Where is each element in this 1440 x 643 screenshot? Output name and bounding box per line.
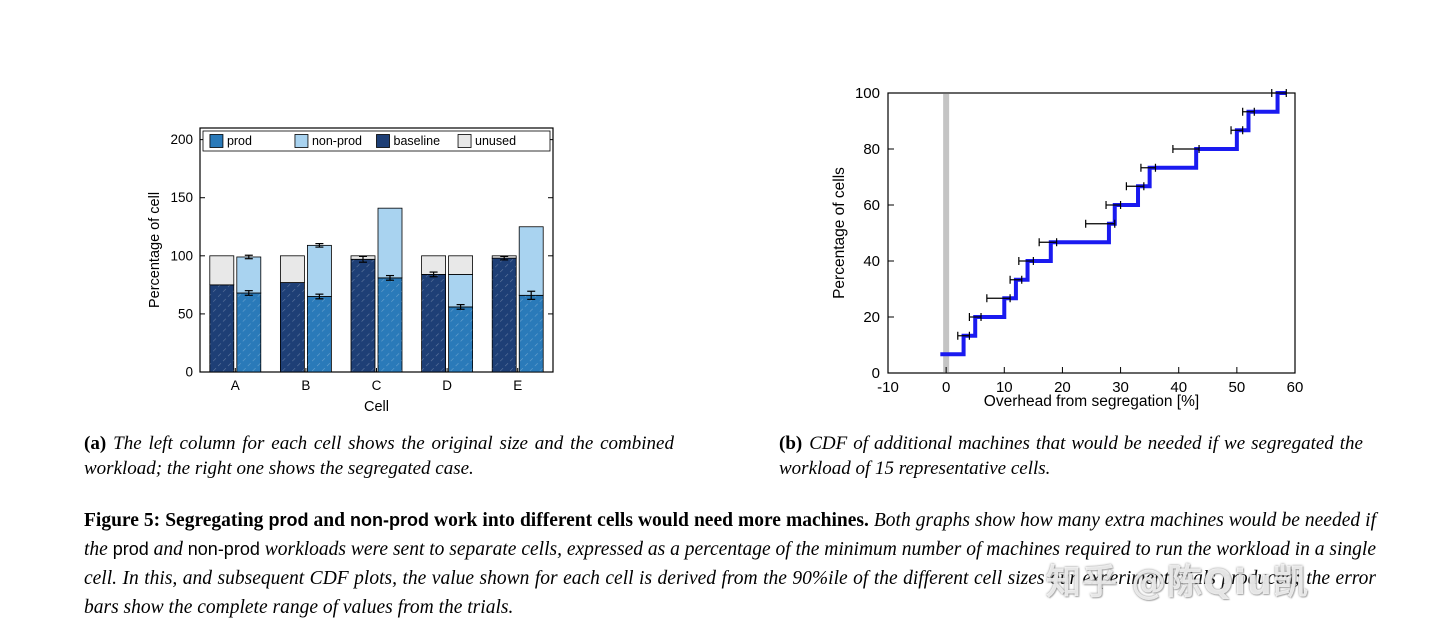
caption-segment: prod [112,539,149,559]
y-tick-label: 200 [170,132,193,147]
y-tick-label: 150 [170,190,193,205]
bar-segment-non-prod [236,256,262,294]
cdf-x-axis-label: Overhead from segregation [%] [984,393,1199,410]
cdf-plot-frame [887,92,1296,374]
x-tick-label: 50 [1229,379,1246,396]
legend-swatch-unused [457,134,472,148]
x-tick-label: C [372,378,382,393]
y-tick-label: 0 [872,365,880,382]
x-tick-label: -10 [877,379,899,396]
bar-hatch [307,296,332,372]
y-tick-label: 20 [863,309,880,326]
bar-segment-non-prod [518,226,544,296]
bar-segment-non-prod [448,273,474,308]
bar-hatch [421,274,446,372]
y-tick-label: 50 [178,306,193,321]
x-tick-label: A [231,378,240,393]
bar-segment-unused [209,255,235,286]
legend-swatch-prod [209,134,224,148]
legend-label: prod [227,134,252,148]
x-tick-label: 30 [1112,379,1129,396]
caption-segment: Figure 5: Segregating [84,510,269,531]
x-tick-label: 10 [996,379,1013,396]
subcaption-b: (b) CDF of additional machines that would… [779,432,1363,481]
bar-y-axis-label: Percentage of cell [147,192,163,308]
caption-segment: and [308,510,350,531]
caption-segment: prod [268,510,309,530]
bar-hatch [209,284,234,372]
legend-label: non-prod [312,134,362,148]
bar-hatch [378,277,402,372]
bar-hatch [519,295,544,372]
bar-segment-non-prod [306,244,332,297]
bar-hatch [280,282,305,372]
x-tick-label: 60 [1287,379,1304,396]
subcaption-a-label: (a) [84,433,107,454]
y-tick-label: 0 [185,365,193,380]
bar-x-axis-label: Cell [364,399,389,415]
y-tick-label: 100 [170,248,193,263]
caption-segment: Both graphs show how many extra machines… [84,510,1376,560]
caption-segment: and [148,539,188,560]
x-tick-label: 20 [1054,379,1071,396]
subcaption-b-text: CDF of additional machines that would be… [779,433,1363,479]
x-tick-label: B [301,378,310,393]
y-tick-label: 40 [863,253,880,270]
caption-segment: workloads were sent to separate cells, e… [84,539,1377,618]
y-tick-label: 60 [863,197,880,214]
caption-segment: non-prod [350,510,429,530]
bar-hatch [236,292,261,372]
legend-label: baseline [394,134,441,148]
figure-caption: Figure 5: Segregating prod and non-prod … [84,506,1376,622]
x-tick-label: 0 [942,379,950,396]
legend-swatch-baseline [376,134,390,148]
legend-label: unused [475,134,516,148]
y-tick-label: 100 [855,85,880,102]
legend-swatch-non-prod [294,134,309,148]
caption-segment: non-prod [187,539,260,559]
x-tick-label: 40 [1170,379,1187,396]
x-tick-label: E [513,378,522,393]
segregation-bar-chart: A B C D E 0 50 100 150 200 prod non-prod baseline unu… [147,127,554,415]
y-tick-label: 80 [863,141,880,158]
bar-segment-non-prod [377,207,403,279]
bar-hatch [492,258,517,372]
bar-segment-unused [279,255,305,283]
bar-hatch [448,306,473,372]
caption-segment: work into different cells would need mor… [428,510,874,531]
bar-hatch [351,259,375,372]
subcaption-a-text: The left column for each cell shows the … [84,433,674,479]
x-tick-label: D [442,378,452,393]
cdf-y-axis-label: Percentage of cells [831,167,848,299]
subcaption-a: (a) The left column for each cell shows t… [84,432,674,481]
subcaption-b-label: (b) [779,433,803,454]
bar-segment-unused [448,255,474,275]
